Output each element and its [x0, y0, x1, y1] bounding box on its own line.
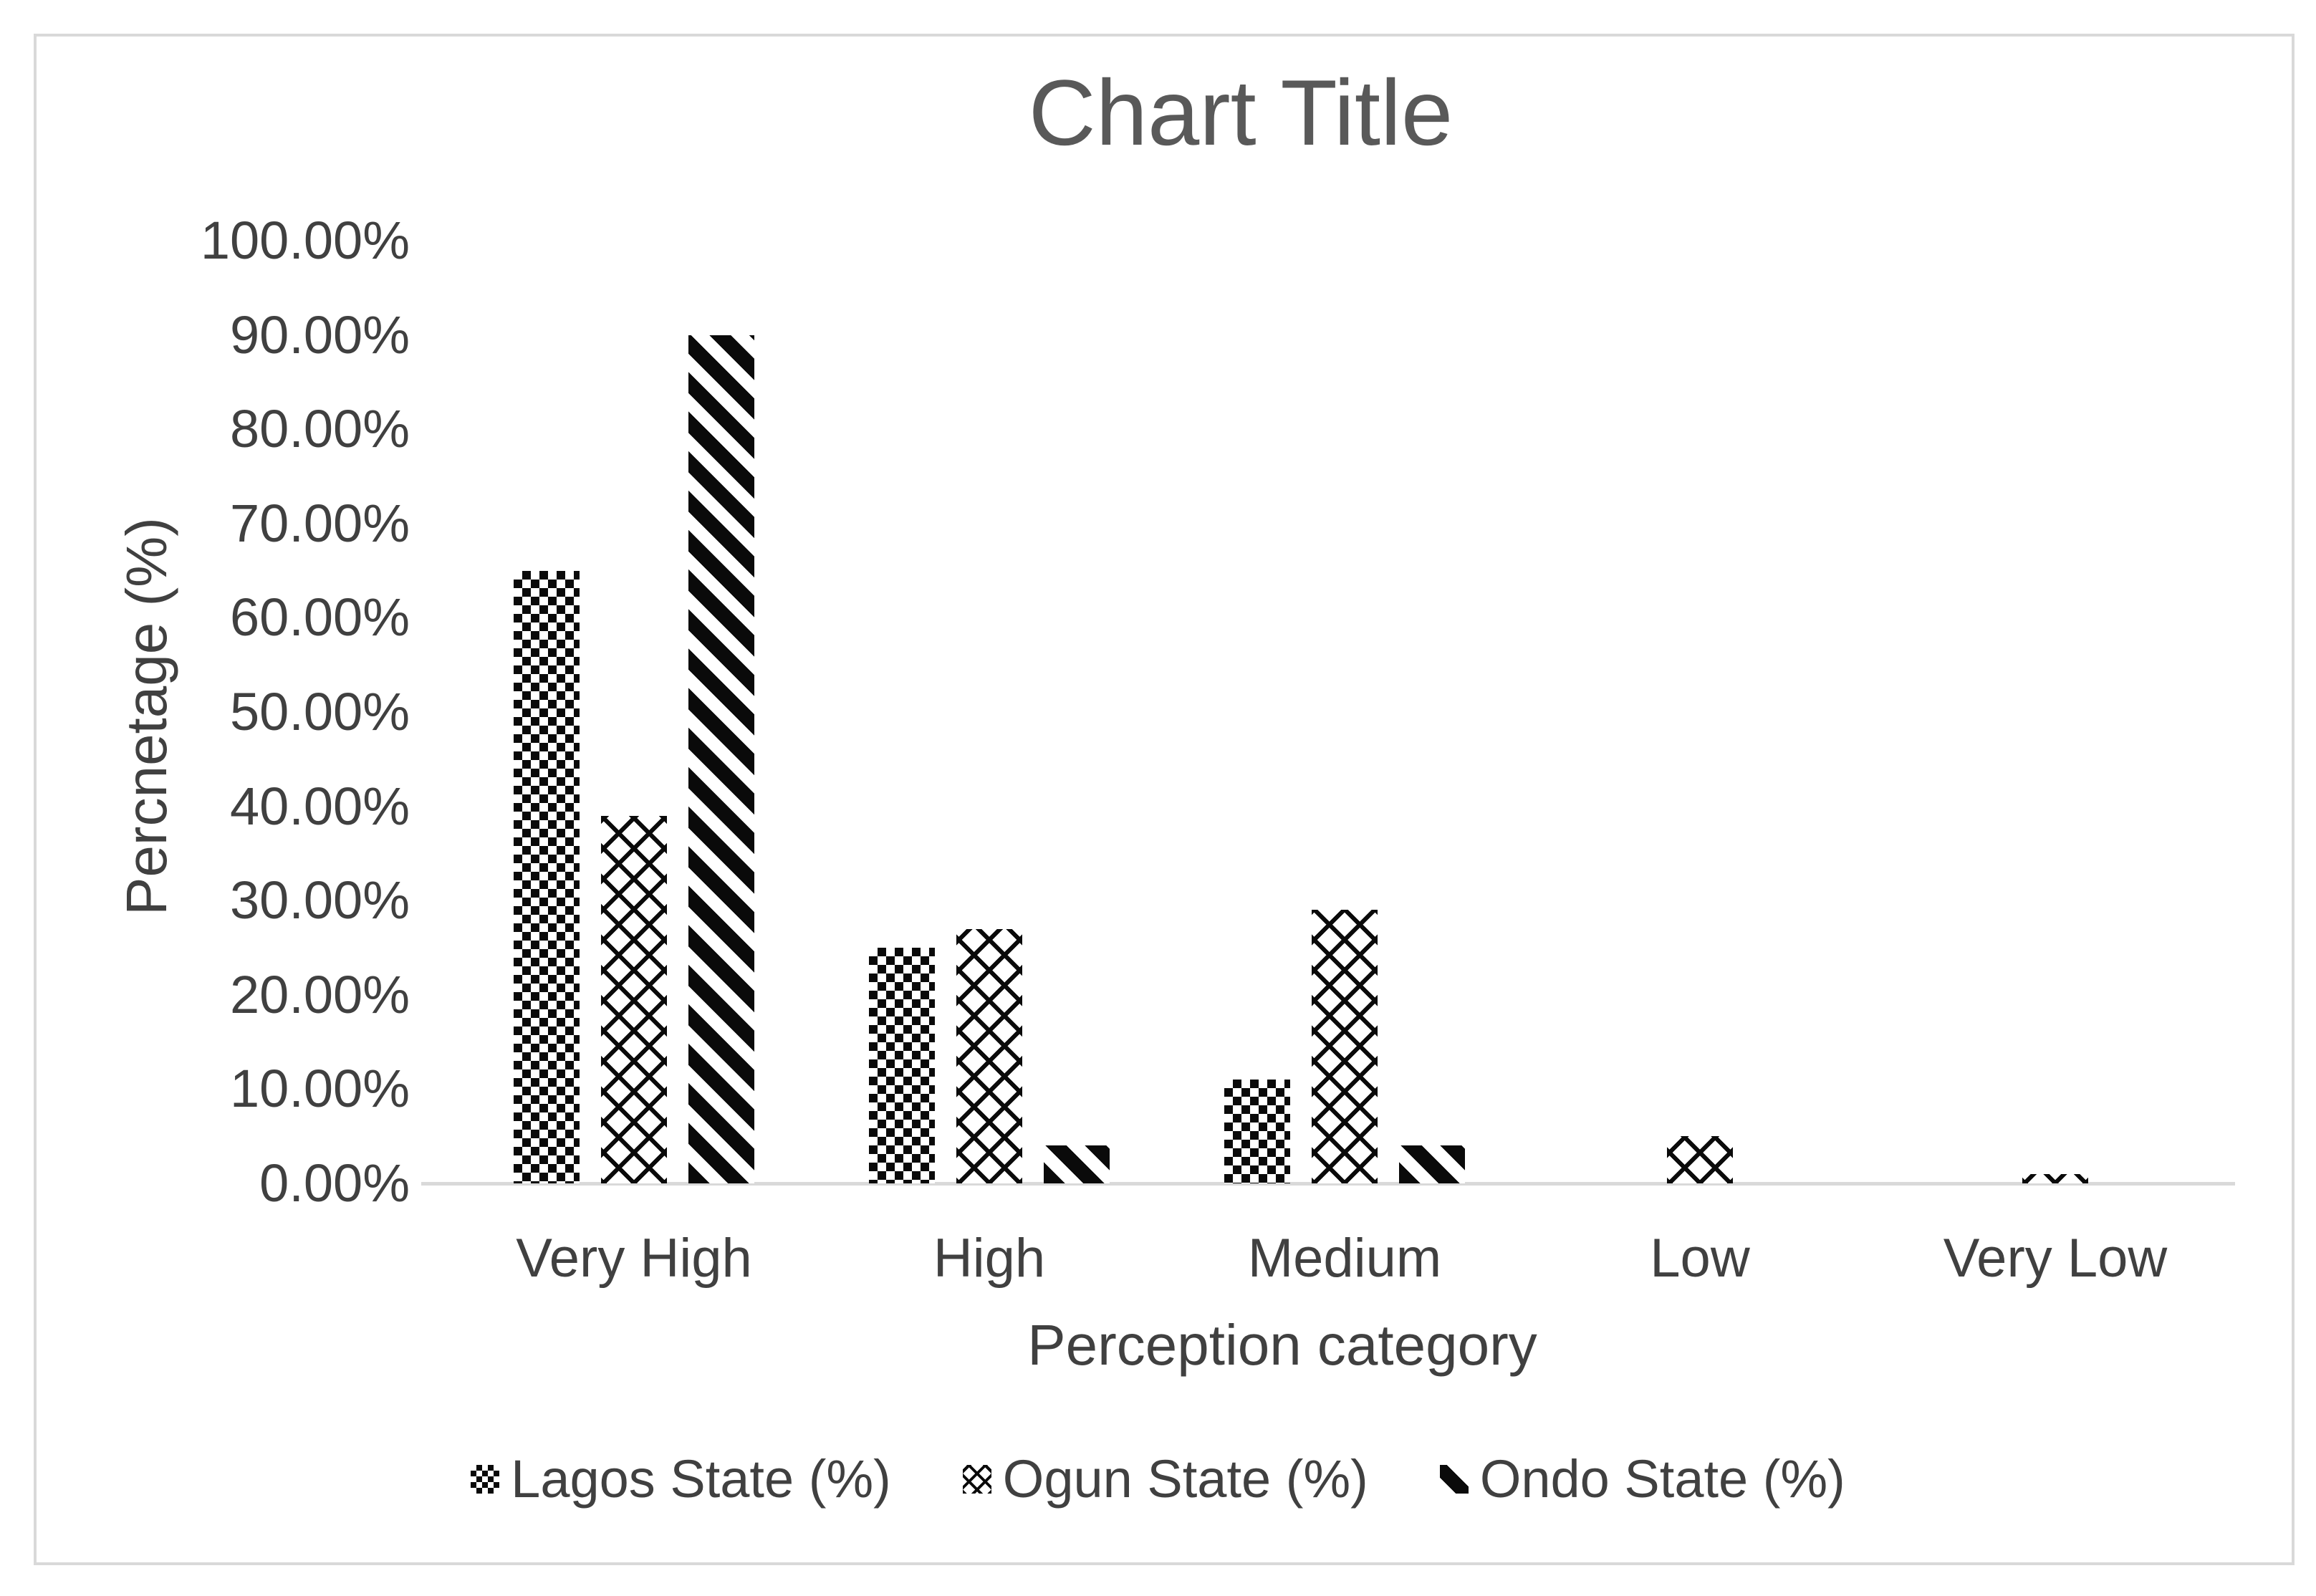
y-tick-label-90-00: 90.00% — [230, 304, 410, 365]
bar-ondo-state-high — [1044, 1145, 1110, 1183]
x-axis-line — [421, 1182, 2235, 1186]
legend-swatch-woven-zigzag-icon — [962, 1465, 991, 1494]
y-tick-label-60-00: 60.00% — [230, 587, 410, 648]
bar-ondo-state-medium — [1399, 1145, 1465, 1183]
y-tick-label-20-00: 20.00% — [230, 964, 410, 1024]
y-tick-label-0-00: 0.00% — [259, 1153, 410, 1213]
legend-label-lagos-state: Lagos State (%) — [511, 1449, 891, 1509]
legend: Lagos State (%) Ogun State (%) Ondo State … — [0, 1448, 2316, 1510]
legend-item-ondo-state: Ondo State (%) — [1439, 1448, 1845, 1510]
x-category-label-very-high: Very High — [516, 1228, 752, 1289]
y-tick-label-50-00: 50.00% — [230, 682, 410, 741]
x-category-label-high: High — [933, 1228, 1046, 1289]
chart-border — [34, 34, 2295, 1565]
legend-label-ondo-state: Ondo State (%) — [1479, 1449, 1845, 1509]
x-category-label-very-low: Very Low — [1943, 1228, 2168, 1289]
legend-label-ogun-state: Ogun State (%) — [1002, 1449, 1368, 1509]
x-category-label-medium: Medium — [1247, 1228, 1442, 1289]
bar-lagos-state-high — [869, 948, 935, 1183]
legend-item-ogun-state: Ogun State (%) — [962, 1448, 1368, 1510]
chart-title: Chart Title — [1028, 60, 1453, 165]
bar-ogun-state-high — [956, 928, 1022, 1183]
legend-item-lagos-state: Lagos State (%) — [471, 1448, 891, 1510]
y-tick-label-10-00: 10.00% — [230, 1059, 410, 1119]
y-tick-label-80-00: 80.00% — [230, 399, 410, 459]
legend-swatch-dotted-grid-icon — [471, 1465, 500, 1494]
y-tick-label-40-00: 40.00% — [230, 776, 410, 836]
legend-swatch-diagonal-stripe-icon — [1439, 1465, 1469, 1494]
y-tick-label-30-00: 30.00% — [230, 870, 410, 931]
bar-ogun-state-low — [1667, 1136, 1733, 1183]
bar-lagos-state-very-high — [514, 570, 580, 1183]
x-axis-title: Perception category — [1027, 1313, 1537, 1377]
bar-lagos-state-medium — [1224, 1080, 1290, 1183]
y-tick-label-70-00: 70.00% — [230, 493, 410, 553]
x-category-label-low: Low — [1650, 1228, 1750, 1289]
y-tick-label-100-00: 100.00% — [200, 211, 410, 270]
bar-ogun-state-very-low — [2022, 1173, 2088, 1183]
bar-ogun-state-medium — [1312, 910, 1378, 1183]
bar-ogun-state-very-high — [601, 815, 667, 1183]
bar-ondo-state-very-high — [688, 335, 754, 1183]
